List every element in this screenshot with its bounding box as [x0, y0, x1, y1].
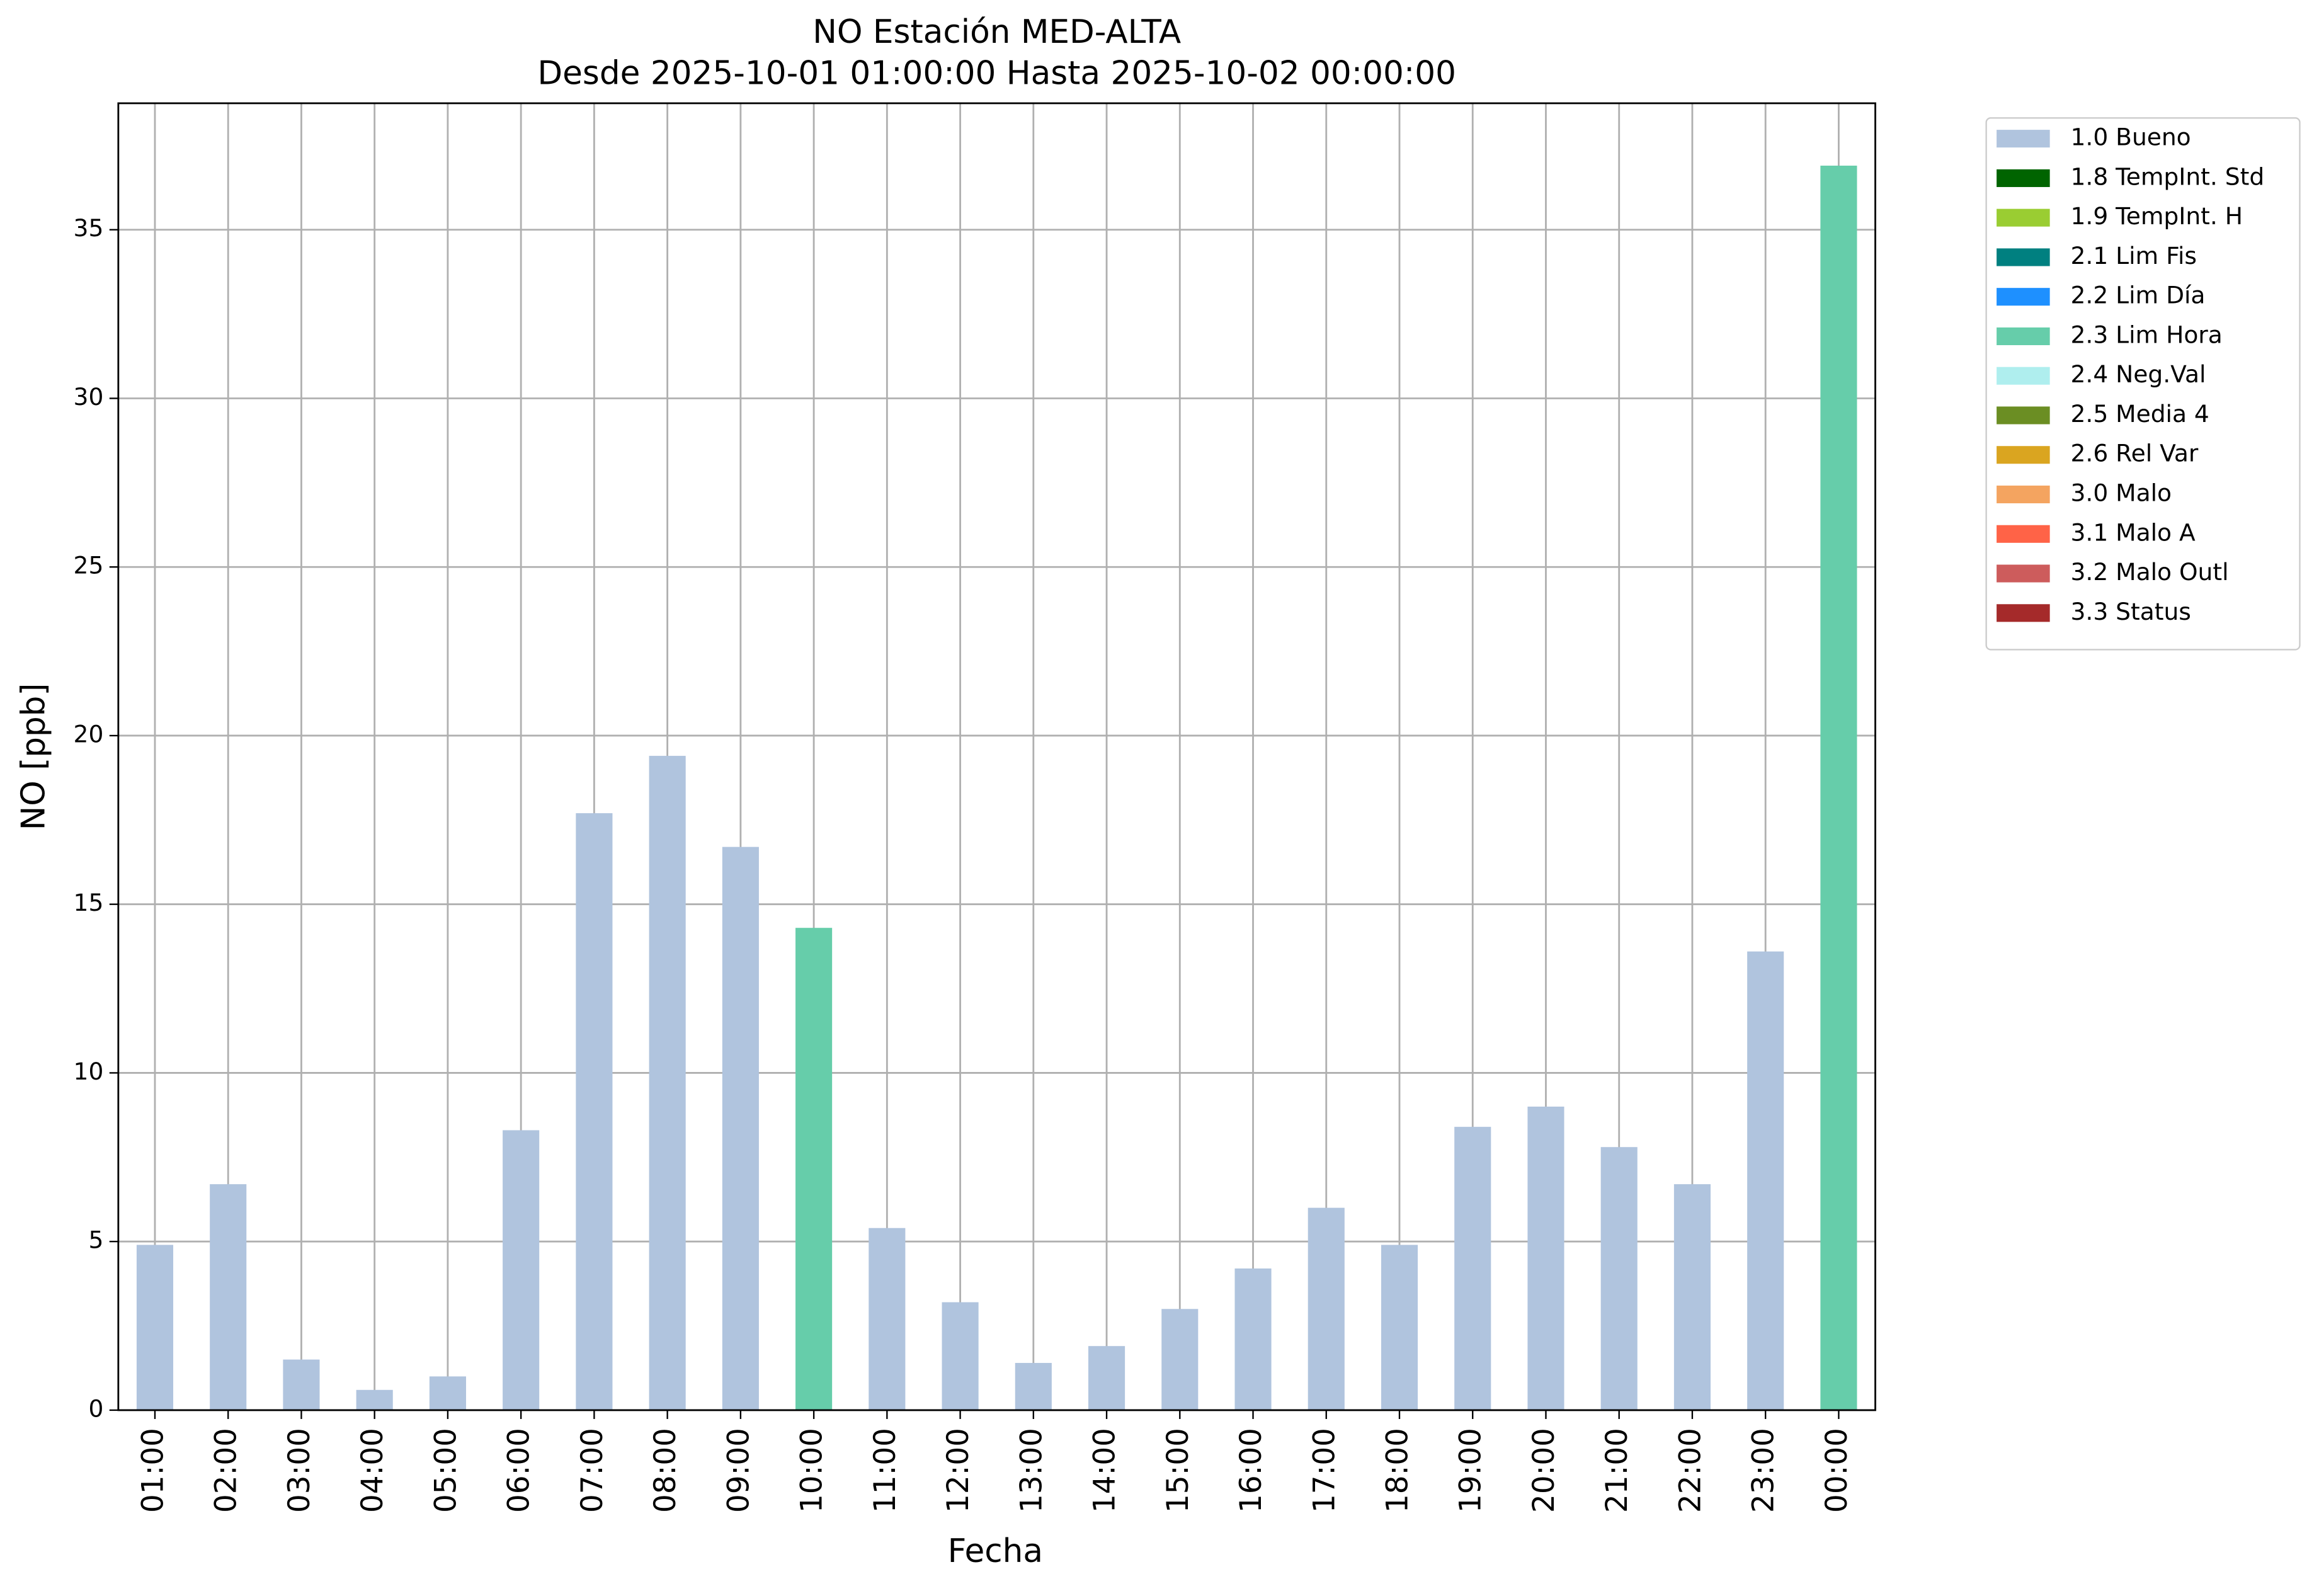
x-tick-label: 19:00: [1454, 1428, 1488, 1513]
x-tick-label: 16:00: [1234, 1428, 1268, 1513]
bar: [356, 1389, 393, 1410]
x-tick-label: 12:00: [941, 1428, 976, 1513]
x-tick-label: 02:00: [209, 1428, 244, 1513]
legend-swatch: [1997, 485, 2050, 504]
y-tick-label: 10: [74, 1057, 104, 1085]
legend-box: [1985, 117, 2301, 651]
x-tick-label: 05:00: [428, 1428, 463, 1513]
bar: [1015, 1362, 1052, 1410]
y-tick-label: 5: [88, 1226, 103, 1254]
bar: [649, 756, 686, 1410]
bar: [1161, 1309, 1199, 1410]
bar: [1088, 1346, 1125, 1410]
x-tick-label: 07:00: [575, 1428, 610, 1513]
bar: [576, 813, 613, 1410]
y-tick-label: 35: [74, 214, 104, 242]
x-tick-label: 21:00: [1600, 1428, 1634, 1513]
bar: [722, 846, 759, 1410]
legend-swatch: [1997, 169, 2050, 187]
y-axis-label: NO [ppb]: [14, 683, 52, 831]
plot-frame: [117, 102, 1876, 1411]
legend-label: 3.2 Malo Outl: [2071, 558, 2229, 586]
legend-swatch: [1997, 327, 2050, 346]
x-tick-label: 22:00: [1673, 1428, 1707, 1513]
bar: [429, 1376, 466, 1410]
x-axis-label: Fecha: [948, 1532, 1043, 1570]
legend-label: 2.4 Neg.Val: [2071, 360, 2206, 388]
x-tick-label: 17:00: [1307, 1428, 1342, 1513]
legend-swatch: [1997, 248, 2050, 266]
legend-swatch: [1997, 130, 2050, 148]
legend-swatch: [1997, 564, 2050, 583]
bar: [503, 1130, 540, 1410]
x-tick-label: 08:00: [648, 1428, 683, 1513]
legend-label: 2.3 Lim Hora: [2071, 321, 2223, 348]
x-tick-label: 15:00: [1161, 1428, 1195, 1513]
x-tick-label: 03:00: [282, 1428, 317, 1513]
legend-label: 3.3 Status: [2071, 598, 2191, 625]
y-tick-label: 25: [74, 552, 104, 579]
x-tick-label: 00:00: [1820, 1428, 1854, 1513]
bar: [795, 928, 833, 1410]
x-tick-label: 23:00: [1746, 1428, 1781, 1513]
x-tick-label: 11:00: [868, 1428, 903, 1513]
bar: [1600, 1147, 1638, 1410]
x-tick-label: 01:00: [135, 1428, 170, 1513]
x-tick-label: 09:00: [721, 1428, 756, 1513]
legend-swatch: [1997, 367, 2050, 385]
x-tick-label: 18:00: [1380, 1428, 1415, 1513]
y-tick-label: 30: [74, 383, 104, 411]
legend-swatch: [1997, 406, 2050, 425]
x-tick-label: 10:00: [795, 1428, 829, 1513]
bar: [1234, 1268, 1272, 1410]
x-tick-label: 13:00: [1014, 1428, 1049, 1513]
legend-swatch: [1997, 604, 2050, 622]
bar: [1454, 1127, 1491, 1410]
legend-label: 2.5 Media 4: [2071, 400, 2209, 428]
y-tick-label: 0: [88, 1394, 103, 1422]
chart-subtitle: Desde 2025-10-01 01:00:00 Hasta 2025-10-…: [537, 54, 1456, 92]
legend-label: 3.1 Malo A: [2071, 518, 2196, 546]
bar: [942, 1302, 979, 1410]
bar: [210, 1184, 247, 1410]
chart-title: NO Estación MED-ALTA: [812, 13, 1181, 51]
x-tick-label: 06:00: [502, 1428, 537, 1513]
x-tick-label: 14:00: [1088, 1428, 1122, 1513]
legend-label: 2.6 Rel Var: [2071, 440, 2199, 467]
legend-label: 2.1 Lim Fis: [2071, 242, 2197, 270]
bar: [1381, 1245, 1418, 1410]
x-tick-label: 20:00: [1527, 1428, 1561, 1513]
y-tick-label: 15: [74, 889, 104, 916]
legend-swatch: [1997, 288, 2050, 306]
bar: [869, 1228, 906, 1410]
legend-swatch: [1997, 525, 2050, 543]
legend-label: 1.9 TempInt. H: [2071, 202, 2243, 230]
legend-label: 1.8 TempInt. Std: [2071, 162, 2265, 190]
legend-swatch: [1997, 446, 2050, 464]
bar: [136, 1245, 174, 1410]
bar: [283, 1359, 320, 1410]
bar: [1673, 1184, 1711, 1410]
legend-label: 1.0 Bueno: [2071, 123, 2191, 151]
bar: [1308, 1207, 1345, 1410]
y-tick-label: 20: [74, 720, 104, 748]
x-tick-label: 04:00: [355, 1428, 390, 1513]
bar: [1527, 1106, 1564, 1410]
bar: [1820, 166, 1857, 1410]
legend-swatch: [1997, 208, 2050, 227]
legend-label: 3.0 Malo: [2071, 479, 2172, 507]
legend-label: 2.2 Lim Día: [2071, 282, 2206, 309]
bar: [1747, 951, 1784, 1410]
